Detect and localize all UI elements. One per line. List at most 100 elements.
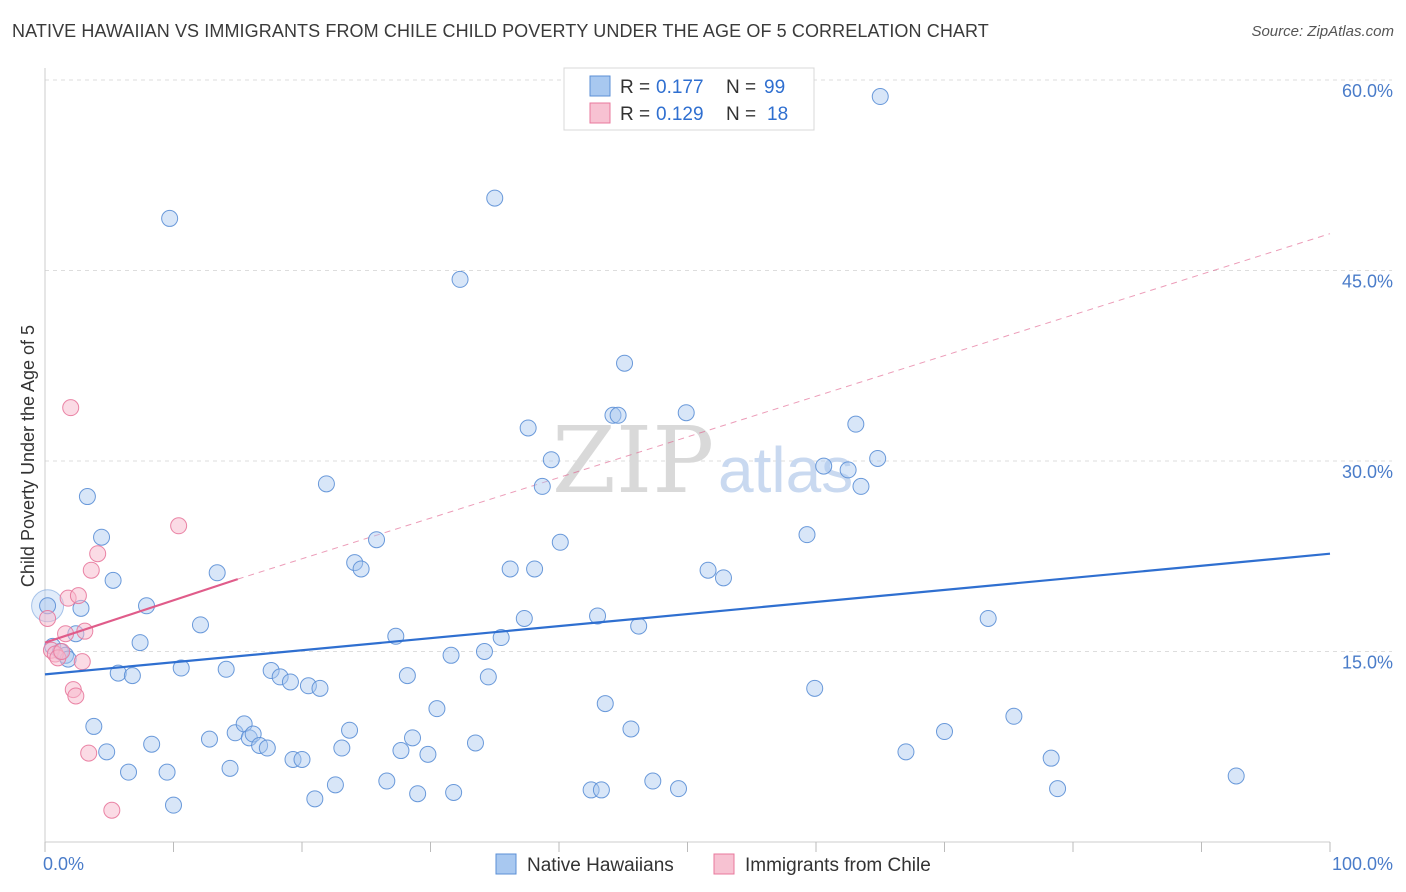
data-point-native-hawaiians: [630, 617, 648, 635]
x-tick-label: 0.0%: [43, 854, 84, 874]
data-point-native-hawaiians: [341, 721, 359, 739]
data-point-native-hawaiians: [815, 457, 833, 475]
data-point-native-hawaiians: [442, 646, 460, 664]
source-label: Source: ZipAtlas.com: [1251, 23, 1394, 40]
legend-r-label-1: R =: [620, 77, 650, 98]
data-point-native-hawaiians: [120, 763, 138, 781]
data-point-immigrants-chile: [80, 744, 98, 762]
data-point-native-hawaiians: [479, 668, 497, 686]
data-point-native-hawaiians: [542, 451, 560, 469]
data-point-native-hawaiians: [392, 742, 410, 760]
y-axis-label: Child Poverty Under the Age of 5: [18, 325, 38, 587]
grid-lines: [45, 79, 1392, 652]
data-point-native-hawaiians: [143, 735, 161, 753]
data-point-native-hawaiians: [104, 571, 122, 589]
data-point-immigrants-chile: [67, 687, 85, 705]
watermark-atlas: atlas: [718, 434, 853, 506]
data-point-native-hawaiians: [847, 415, 865, 433]
legend-r-value-1: 0.177: [656, 77, 704, 98]
data-point-native-hawaiians: [466, 734, 484, 752]
top-legend: R = 0.177 N = 99 R = 0.129 N = 18: [563, 67, 815, 131]
data-point-native-hawaiians: [936, 723, 953, 741]
data-point-immigrants-chile: [103, 801, 121, 819]
data-point-native-hawaiians: [404, 729, 422, 747]
data-point-native-hawaiians: [109, 664, 127, 682]
bottom-legend: Native Hawaiians Immigrants from Chile: [495, 853, 931, 876]
data-point-native-hawaiians: [670, 780, 688, 798]
data-point-native-hawaiians: [131, 634, 149, 652]
trend-line-native-hawaiians: [44, 552, 1331, 676]
data-point-immigrants-chile: [82, 561, 100, 579]
data-point-native-hawaiians: [486, 189, 504, 207]
legend-n-label-2: N =: [726, 104, 756, 125]
data-point-native-hawaiians: [409, 785, 427, 803]
data-point-native-hawaiians: [515, 609, 533, 627]
legend-r-label-2: R =: [620, 104, 650, 125]
data-point-native-hawaiians: [869, 449, 887, 467]
legend-swatch-immigrants-chile: [589, 102, 611, 124]
data-point-native-hawaiians: [677, 404, 695, 422]
data-point-native-hawaiians: [806, 679, 824, 697]
data-point-native-hawaiians: [123, 667, 141, 685]
y-tick-label: 15.0%: [1342, 653, 1393, 673]
data-point-native-hawaiians: [217, 660, 235, 678]
bottom-legend-label-native-hawaiians: Native Hawaiians: [527, 855, 674, 876]
x-tick-label: 100.0%: [1332, 854, 1393, 874]
data-point-native-hawaiians: [78, 488, 96, 506]
data-point-native-hawaiians: [398, 667, 416, 685]
data-point-native-hawaiians: [582, 781, 600, 799]
data-point-native-hawaiians: [519, 419, 537, 437]
bottom-legend-swatch-native-hawaiians: [495, 853, 517, 875]
watermark-zip: ZIP: [552, 407, 714, 514]
data-point-native-hawaiians: [1005, 707, 1023, 725]
data-point-native-hawaiians: [798, 526, 816, 544]
data-point-native-hawaiians: [475, 643, 493, 660]
data-point-native-hawaiians: [271, 668, 289, 686]
data-point-native-hawaiians: [609, 406, 627, 424]
legend-swatch-native-hawaiians: [589, 75, 611, 97]
data-point-native-hawaiians: [445, 783, 463, 801]
data-point-native-hawaiians: [979, 609, 997, 627]
y-tick-label: 60.0%: [1342, 81, 1393, 101]
data-point-native-hawaiians: [85, 717, 103, 735]
trend-line-immigrants-chile-extension: [237, 233, 1331, 580]
data-point-native-hawaiians: [311, 679, 329, 697]
data-point-native-hawaiians: [622, 720, 640, 738]
data-point-native-hawaiians: [419, 745, 437, 763]
data-point-native-hawaiians: [306, 790, 324, 808]
data-point-native-hawaiians: [172, 659, 190, 677]
data-point-native-hawaiians: [871, 88, 889, 106]
data-point-native-hawaiians: [551, 533, 569, 551]
data-point-native-hawaiians: [451, 270, 469, 288]
data-point-native-hawaiians: [93, 528, 111, 546]
bottom-legend-label-immigrants-chile: Immigrants from Chile: [745, 855, 931, 876]
data-point-immigrants-chile: [89, 545, 107, 563]
legend-n-value-2: 18: [767, 104, 788, 125]
data-point-native-hawaiians: [839, 461, 857, 479]
data-point-native-hawaiians: [258, 739, 276, 757]
data-point-native-hawaiians: [191, 616, 209, 634]
tick-labels: 15.0% 30.0% 45.0% 60.0% 0.0% 100.0%: [43, 81, 1393, 874]
data-point-native-hawaiians: [644, 772, 662, 790]
data-point-native-hawaiians: [378, 772, 396, 790]
data-points: [31, 88, 1245, 819]
data-point-native-hawaiians: [352, 560, 370, 578]
data-point-native-hawaiians: [262, 662, 280, 680]
data-point-native-hawaiians: [897, 743, 915, 761]
data-point-native-hawaiians: [326, 776, 344, 794]
data-point-immigrants-chile: [170, 517, 188, 535]
data-point-native-hawaiians: [604, 406, 622, 424]
data-point-native-hawaiians: [333, 739, 351, 757]
data-point-native-hawaiians: [158, 763, 176, 781]
chart-title: NATIVE HAWAIIAN VS IMMIGRANTS FROM CHILE…: [12, 21, 989, 41]
legend-n-label-1: N =: [726, 77, 756, 98]
data-point-native-hawaiians: [501, 560, 519, 578]
data-point-native-hawaiians: [596, 695, 614, 713]
data-point-native-hawaiians: [526, 560, 544, 578]
data-point-native-hawaiians: [852, 477, 870, 495]
data-point-native-hawaiians: [592, 781, 610, 799]
bottom-legend-swatch-immigrants-chile: [713, 853, 735, 875]
data-point-native-hawaiians: [1049, 780, 1067, 798]
data-point-native-hawaiians: [589, 607, 607, 625]
